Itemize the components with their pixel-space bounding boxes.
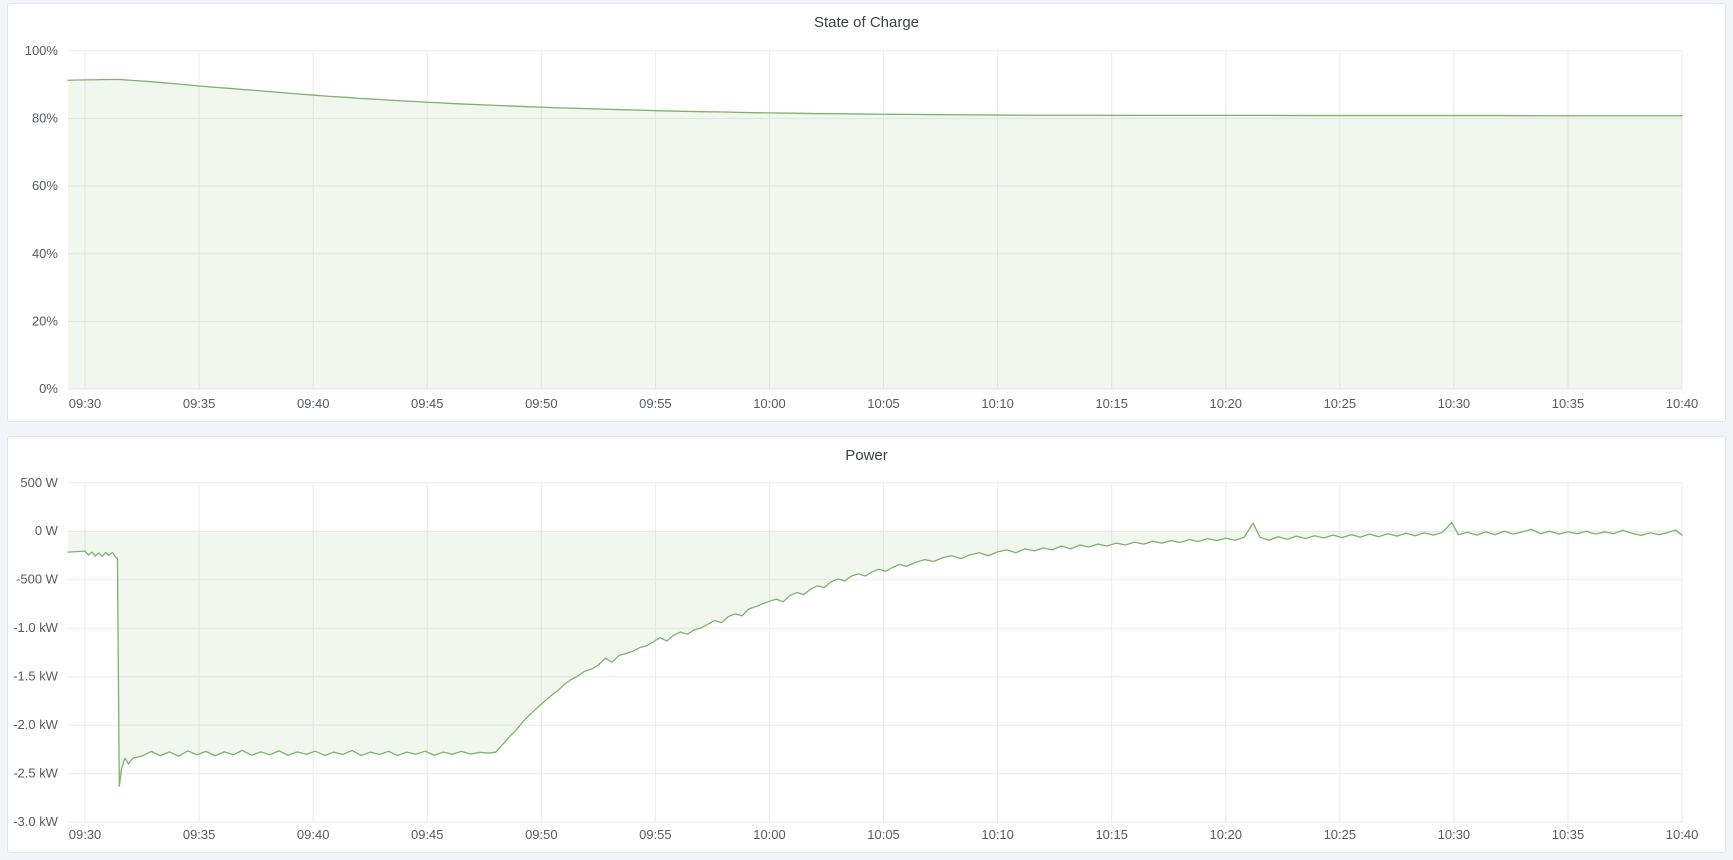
x-tick-label: 09:45 [411,827,443,842]
x-tick-label: 10:05 [867,396,899,411]
y-tick-label: 80% [32,110,58,125]
x-tick-label: 10:10 [981,827,1013,842]
x-tick-label: 10:25 [1324,827,1356,842]
x-tick-label: 09:35 [183,827,215,842]
series-line [67,78,1683,117]
y-tick-label: -500 W [16,572,59,587]
y-tick-label: -3.0 kW [13,814,58,829]
x-tick-label: 10:25 [1324,396,1356,411]
x-tick-label: 09:45 [411,396,443,411]
y-tick-label: 40% [32,246,58,261]
power-chart[interactable]: 09:30 09:35 09:40 09:45 09:50 09:55 10:00 10:05… [8,437,1725,852]
x-tick-label: 10:05 [867,827,899,842]
y-tick-label: 100% [25,43,59,58]
x-tick-label: 09:40 [297,827,329,842]
y-tick-label: 500 W [20,475,58,490]
x-tick-label: 10:10 [981,396,1013,411]
y-tick-label: -2.0 kW [13,717,58,732]
x-tick-label: 10:15 [1095,827,1127,842]
x-tick-label: 10:20 [1210,827,1242,842]
panel-power: Power 09:30 09:35 09:40 09:45 09:50 09:55 10:0… [7,436,1726,853]
x-tick-label: 10:00 [753,396,785,411]
x-tick-label: 10:40 [1666,396,1698,411]
state-of-charge-chart[interactable]: 09:30 09:35 09:40 09:45 09:50 09:55 10:00 10:05… [8,4,1725,421]
series-area-fill [67,79,1683,390]
series-line [67,521,1683,787]
y-tick-label: -1.5 kW [13,669,58,684]
x-tick-label: 10:30 [1438,396,1470,411]
x-tick-label: 10:15 [1095,396,1127,411]
x-tick-label: 10:35 [1552,827,1584,842]
x-tick-label: 09:30 [69,827,101,842]
x-tick-label: 09:40 [297,396,329,411]
x-tick-label: 10:20 [1210,396,1242,411]
x-tick-label: 09:35 [183,396,215,411]
dashboard: State of Charge 09:30 09:35 09:40 09:45 09:5… [7,3,1726,853]
panel-title-power[interactable]: Power [845,447,888,464]
x-tick-label: 09:55 [639,396,671,411]
x-tick-label: 10:00 [753,827,785,842]
y-tick-label: 0% [39,381,58,396]
panel-title-state-of-charge[interactable]: State of Charge [813,14,920,31]
x-tick-label: 10:30 [1438,827,1470,842]
y-tick-label: -1.0 kW [13,620,58,635]
y-tick-label: 60% [32,178,58,193]
x-tick-label: 10:35 [1552,396,1584,411]
y-tick-label: 20% [32,313,58,328]
y-tick-label: 0 W [35,523,59,538]
x-tick-label: 09:30 [69,396,101,411]
x-tick-label: 09:55 [639,827,671,842]
x-tick-label: 09:50 [525,827,557,842]
y-tick-label: -2.5 kW [13,766,58,781]
panel-state-of-charge: State of Charge 09:30 09:35 09:40 09:45 09:5… [7,3,1726,422]
x-tick-label: 10:40 [1666,827,1698,842]
series-area-fill [67,522,1683,787]
x-tick-label: 09:50 [525,396,557,411]
